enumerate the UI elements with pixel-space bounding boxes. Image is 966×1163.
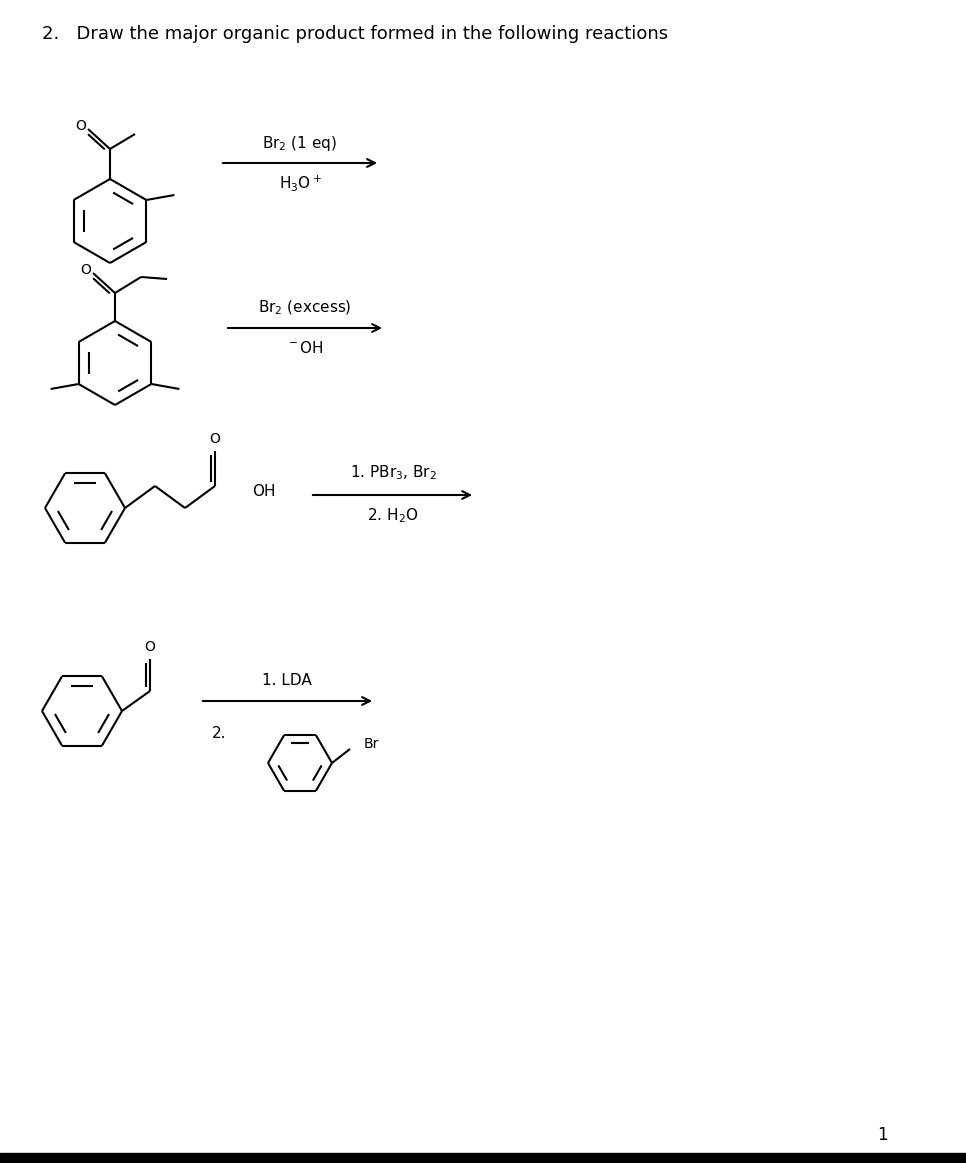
Text: Br$_2$ (1 eq): Br$_2$ (1 eq) (263, 134, 337, 152)
Text: O: O (80, 263, 92, 277)
Text: OH: OH (252, 484, 275, 499)
Text: O: O (145, 640, 156, 654)
Text: 1. PBr$_3$, Br$_2$: 1. PBr$_3$, Br$_2$ (350, 464, 437, 483)
Text: 1. LDA: 1. LDA (262, 672, 312, 687)
Text: $^-$OH: $^-$OH (286, 340, 324, 356)
Text: O: O (210, 431, 220, 445)
Text: 2. H$_2$O: 2. H$_2$O (367, 507, 418, 526)
Text: 1: 1 (877, 1126, 888, 1144)
Text: Br: Br (364, 737, 380, 751)
Text: H$_3$O$^+$: H$_3$O$^+$ (278, 173, 322, 193)
Text: 2.: 2. (212, 726, 226, 741)
Text: O: O (75, 119, 86, 133)
Bar (0, 1153, 966, 1163)
Text: Br$_2$ (excess): Br$_2$ (excess) (258, 299, 352, 317)
Text: 2.   Draw the major organic product formed in the following reactions: 2. Draw the major organic product formed… (42, 24, 668, 43)
